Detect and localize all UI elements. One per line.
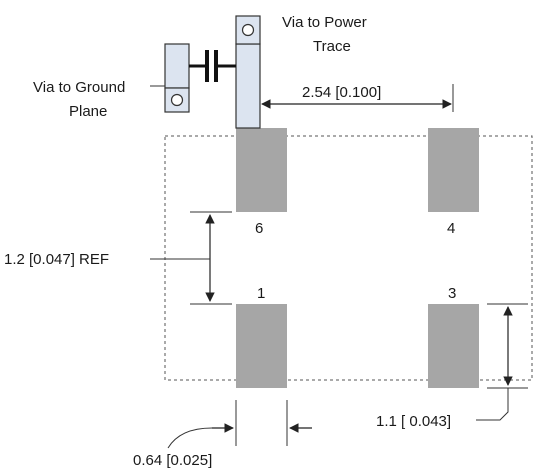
pad-4 <box>428 128 479 212</box>
pin-1-label: 1 <box>257 285 265 302</box>
pad-height-dimension-label: 1.1 [ 0.043] <box>376 413 451 430</box>
via-power-label-line1: Via to Power <box>282 14 367 31</box>
power-via-icon <box>241 23 255 37</box>
pin-4-label: 4 <box>447 220 455 237</box>
pin-3-label: 3 <box>448 285 456 302</box>
component-outline <box>164 135 533 381</box>
height-label-leader <box>476 388 509 421</box>
pad-width-dimension-label: 0.64 [0.025] <box>133 452 212 469</box>
via-power-label-line2: Trace <box>313 38 351 55</box>
pad-6 <box>236 128 287 212</box>
pin-6-label: 6 <box>255 220 263 237</box>
pitch-dimension-label: 2.54 [0.100] <box>302 84 381 101</box>
via-ground-label-line2: Plane <box>69 103 107 120</box>
gap-dimension-label: 1.2 [0.047] REF <box>4 251 109 268</box>
capacitor-icon <box>189 50 236 82</box>
ground-via-icon <box>170 93 184 107</box>
power-trace <box>235 43 261 129</box>
ground-trace <box>164 43 190 89</box>
width-label-leader <box>167 427 213 449</box>
pad-3 <box>428 304 479 388</box>
pad-1 <box>236 304 287 388</box>
via-ground-label-line1: Via to Ground <box>33 79 125 96</box>
